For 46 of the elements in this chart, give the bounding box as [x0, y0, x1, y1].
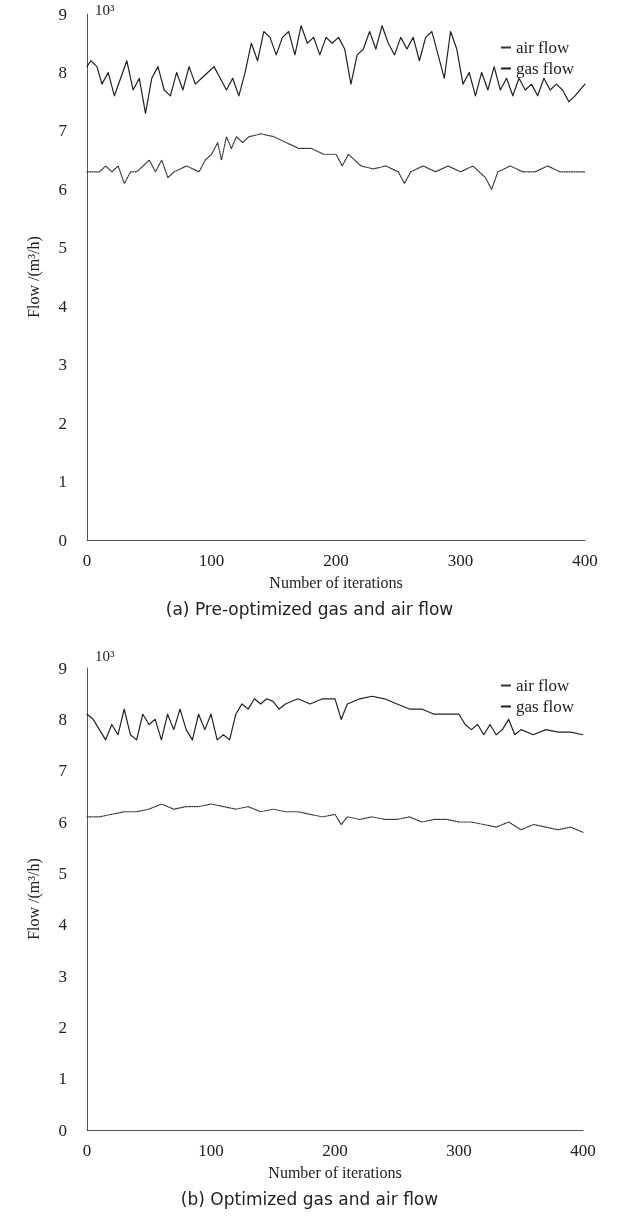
legend-label: air flow	[515, 38, 570, 57]
text: (b) Optimized gas and air flow	[180, 1188, 439, 1209]
line-series	[86, 133, 586, 190]
y-tick-label: 7	[58, 761, 68, 781]
x-tick-label: 400	[570, 1141, 596, 1160]
y-axis-title: Flow /(m³/h)	[24, 236, 43, 318]
y-tick-label: 4	[58, 915, 68, 935]
x-tick-label: 400	[572, 551, 598, 570]
y-tick-label: 2	[58, 1017, 67, 1037]
x-tick-label: 300	[447, 551, 474, 570]
legend-label: air flow	[515, 676, 570, 695]
y-tick-label: 1	[58, 472, 67, 492]
x-tick-label: 0	[82, 1141, 92, 1160]
y-tick-label: 0	[58, 530, 67, 550]
legend-label: gas flow	[515, 59, 575, 78]
legend-label: gas flow	[515, 697, 575, 716]
y-tick-label: 3	[58, 355, 67, 375]
y-tick-label: 4	[58, 296, 68, 316]
y-tick-label: 0	[58, 1120, 67, 1140]
x-tick-label: 0	[82, 551, 92, 570]
y-tick-label: 3	[58, 966, 67, 986]
x-axis-title: Number of iterations	[269, 573, 403, 591]
y-axis-title: Flow /(m³/h)	[24, 858, 43, 940]
x-tick-label: 300	[446, 1141, 472, 1160]
y-tick-label: 9	[58, 658, 67, 678]
line-series	[86, 803, 584, 833]
x-tick-label: 100	[198, 1141, 224, 1160]
x-tick-label: 200	[322, 1141, 348, 1160]
x-tick-label: 200	[323, 551, 349, 570]
text: (a) Pre-optimized gas and air flow	[165, 598, 454, 619]
y-tick-label: 2	[58, 413, 67, 433]
y-tick-label: 6	[58, 179, 67, 199]
text: 10³	[95, 647, 115, 664]
y-tick-label: 1	[58, 1069, 67, 1089]
x-axis-title: Number of iterations	[268, 1163, 402, 1181]
y-tick-label: 5	[58, 238, 67, 258]
y-tick-label: 5	[58, 863, 67, 883]
y-tick-label: 6	[58, 812, 67, 832]
x-tick-label: 100	[198, 551, 225, 570]
annotation: 10³	[95, 1, 115, 18]
line-series	[86, 695, 584, 741]
y-tick-label: 9	[58, 4, 67, 24]
y-tick-label: 7	[58, 121, 68, 141]
line-series	[86, 25, 586, 114]
y-tick-label: 8	[58, 62, 67, 82]
y-tick-label: 8	[58, 709, 67, 729]
